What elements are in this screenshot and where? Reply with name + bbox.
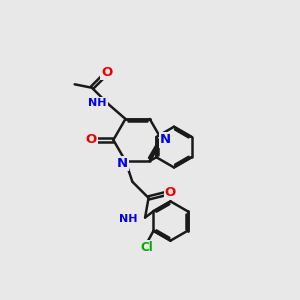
Text: O: O: [101, 66, 112, 79]
Text: NH: NH: [118, 214, 137, 224]
Text: N: N: [116, 157, 128, 170]
Text: NH: NH: [88, 98, 107, 108]
Text: O: O: [165, 186, 176, 199]
Text: N: N: [160, 134, 171, 146]
Text: Cl: Cl: [140, 241, 153, 254]
Text: O: O: [85, 134, 97, 146]
